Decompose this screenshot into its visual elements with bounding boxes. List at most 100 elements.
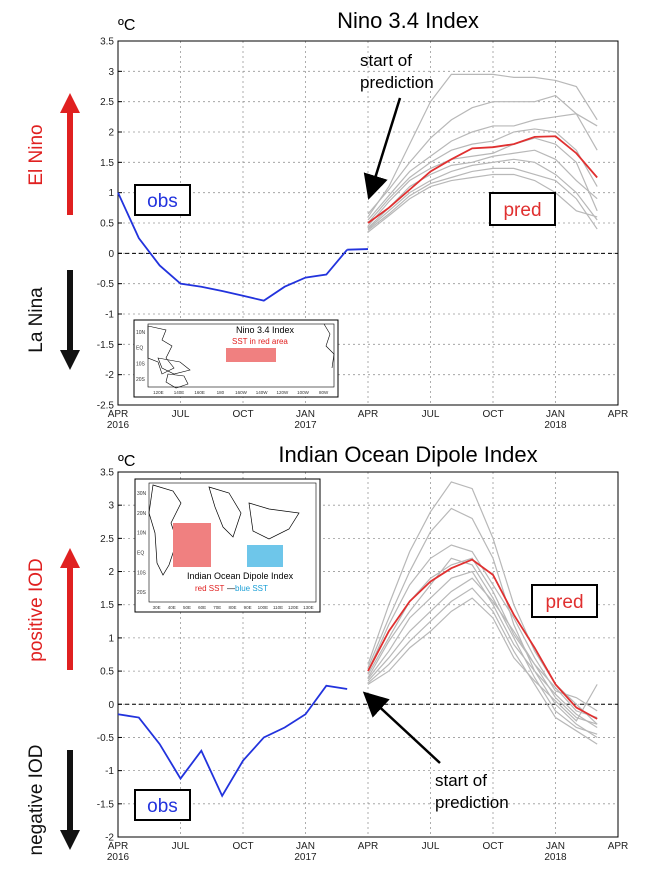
- inset-lon-label: 50E: [183, 605, 191, 610]
- side-label-top: positive IOD: [26, 558, 47, 661]
- inset-coastline-india: [208, 486, 242, 538]
- inset-lat-label: 10S: [136, 361, 146, 367]
- x-tick-label: JUL: [172, 409, 190, 420]
- ensemble-member-line: [367, 577, 598, 725]
- panel-iod: Indian Ocean Dipole IndexºC3.532.521.510…: [26, 442, 628, 863]
- inset-lat-label: 10N: [137, 531, 147, 537]
- y-tick-label: 1: [108, 633, 114, 644]
- ensemble-member-line: [367, 587, 598, 745]
- x-tick-label: APR: [108, 409, 129, 420]
- x-year-label: 2016: [107, 852, 130, 863]
- x-year-label: 2017: [294, 852, 317, 863]
- inset-lon-label: 30E: [153, 605, 161, 610]
- y-tick-label: 3.5: [100, 468, 114, 479]
- inset-lon-label: 140W: [256, 390, 269, 395]
- annotation-arrow: [362, 691, 441, 764]
- inset-lat-label: 10S: [137, 570, 147, 576]
- x-tick-label: JUL: [422, 841, 440, 852]
- ensemble-member-line: [367, 94, 598, 215]
- ensemble-member-line: [367, 507, 598, 738]
- inset-title: Nino 3.4 Index: [236, 325, 295, 335]
- inset-lat-label: EQ: [137, 550, 144, 556]
- up-arrow-head: [60, 93, 80, 113]
- ensemble-member-line: [367, 158, 598, 230]
- observed-line-tail: [347, 248, 369, 251]
- y-unit-label: ºC: [118, 17, 135, 34]
- inset-lon-label: 100W: [297, 390, 310, 395]
- inset-lon-label: 110E: [273, 605, 283, 610]
- inset-lon-label: 40E: [168, 605, 176, 610]
- y-tick-label: 2.5: [100, 97, 114, 108]
- inset-lat-label: 20N: [137, 511, 147, 517]
- y-tick-label: 2: [108, 567, 114, 578]
- inset-lon-label: 160E: [194, 390, 205, 395]
- ensemble-member-line: [367, 173, 598, 233]
- inset-lat-label: 30N: [137, 491, 147, 497]
- pred-label-box: [531, 584, 598, 618]
- y-tick-label: 3.5: [100, 37, 114, 48]
- pred-label: pred: [545, 592, 583, 613]
- prediction-mean-line: [367, 135, 598, 224]
- x-tick-label: APR: [608, 841, 629, 852]
- annotation-arrow: [363, 97, 402, 200]
- obs-label: obs: [147, 796, 178, 817]
- x-tick-label: APR: [358, 841, 379, 852]
- x-tick-label: JAN: [546, 409, 565, 420]
- inset-lat-label: 20S: [137, 590, 147, 596]
- pred-label: pred: [503, 200, 541, 221]
- inset-lat-label: EQ: [136, 346, 143, 352]
- inset-coastline-africa: [148, 484, 182, 576]
- inset-coastline-indonesia: [157, 357, 191, 375]
- chart-title: Nino 3.4 Index: [337, 8, 479, 33]
- inset-lon-label: 180: [217, 390, 225, 395]
- obs-label: obs: [147, 191, 178, 212]
- inset-lon-label: 60E: [198, 605, 206, 610]
- prediction-mean-line: [367, 558, 598, 720]
- y-tick-label: -1: [105, 310, 114, 321]
- ensemble-member-line: [367, 73, 598, 218]
- inset-lon-label: 120E: [288, 605, 299, 610]
- x-tick-label: OCT: [482, 409, 503, 420]
- inset-coastline-australia: [165, 373, 189, 389]
- plot-frame: [117, 40, 619, 406]
- y-tick-label: 2.5: [100, 534, 114, 545]
- y-tick-label: -1.5: [97, 799, 115, 810]
- inset-east-box: [247, 545, 283, 567]
- ensemble-member-line: [367, 167, 598, 231]
- x-year-label: 2016: [107, 420, 130, 431]
- y-tick-label: -0.5: [97, 279, 115, 290]
- y-tick-label: -2.5: [97, 401, 115, 412]
- x-year-label: 2018: [544, 852, 567, 863]
- y-tick-label: 1.5: [100, 158, 114, 169]
- y-tick-label: -2: [105, 833, 114, 844]
- plot-frame: [117, 471, 619, 838]
- pred-label-box: [489, 192, 556, 226]
- down-arrow-shaft: [67, 750, 73, 832]
- y-tick-label: 0.5: [100, 667, 114, 678]
- observed-line: [117, 684, 348, 798]
- ensemble-member-line: [367, 597, 598, 722]
- y-tick-label: 0: [108, 249, 114, 260]
- ensemble-member-line: [367, 113, 598, 221]
- x-year-label: 2017: [294, 420, 317, 431]
- inset-map: 10N EQ 10S 20S 120E 140E 160E 180 160W 140W 120W 10…: [133, 319, 339, 398]
- side-label-bottom: negative IOD: [26, 745, 47, 856]
- ensemble-member-line: [367, 570, 598, 729]
- up-arrow-shaft: [67, 111, 73, 215]
- x-tick-label: OCT: [482, 841, 503, 852]
- ensemble-member-line: [367, 128, 598, 224]
- inset-lon-label: 100E: [258, 605, 269, 610]
- obs-label-box: [134, 184, 191, 216]
- x-tick-label: APR: [608, 409, 629, 420]
- annotation-text: prediction: [360, 73, 434, 92]
- side-label-top: El Nino: [26, 124, 47, 185]
- y-tick-label: 1: [108, 188, 114, 199]
- inset-lon-label: 120E: [153, 390, 164, 395]
- inset-coastline-americas: [323, 323, 335, 369]
- inset-lon-label: 140E: [174, 390, 185, 395]
- x-tick-label: JAN: [296, 409, 315, 420]
- ensemble-member-line: [367, 557, 598, 735]
- inset-red-label: red SST: [195, 584, 224, 593]
- y-tick-label: -0.5: [97, 733, 115, 744]
- inset-lat-label: 10N: [136, 330, 146, 336]
